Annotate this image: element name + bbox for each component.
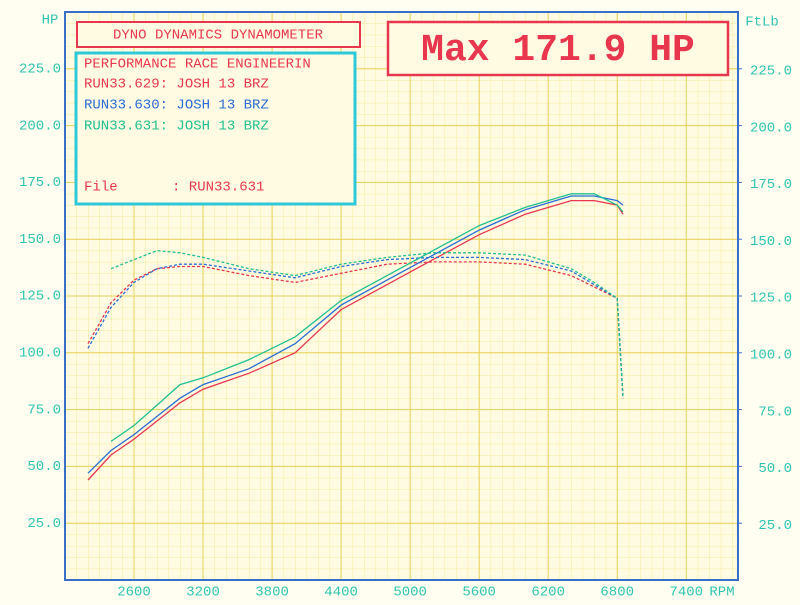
x-tick-label: 7400 [669,585,703,601]
title-box [76,21,361,48]
y2-tick-label: 75.0 [758,404,792,420]
hp-line [87,199,624,481]
legend-entry: RUN33.629: JOSH 13 BRZ [84,77,269,93]
y2-tick-label: 125.0 [750,291,792,307]
x-tick-label: 5600 [462,585,496,601]
file-value: : RUN33.631 [172,180,264,196]
info-box [74,51,357,206]
y-tick-label: 50.0 [27,459,61,475]
x-tick-label: 2600 [117,585,151,601]
x-tick-label: 6200 [531,585,565,601]
y-tick-label: 75.0 [27,402,61,418]
y2-tick-label: 150.0 [750,234,792,250]
x-tick-label: 6800 [600,585,634,601]
y-tick-label: 150.0 [19,232,61,248]
chart-title: DYNO DYNAMICS DYNAMOMETER [113,28,324,44]
shop-name: PERFORMANCE RACE ENGINEERIN [84,57,311,73]
x-tick-label: 5000 [393,585,427,601]
y2-axis-label: FtLb [745,15,779,31]
legend-entry: RUN33.630: JOSH 13 BRZ [84,98,269,114]
y2-tick-label: 50.0 [758,461,792,477]
x-tick-label: 4400 [324,585,358,601]
y-tick-label: 175.0 [19,175,61,191]
legend-entry: RUN33.631: JOSH 13 BRZ [84,119,269,135]
torque-line [110,249,624,399]
y2-tick-label: 225.0 [750,64,792,80]
y2-tick-label: 200.0 [750,120,792,136]
hp-line [110,193,624,442]
y2-tick-label: 100.0 [750,348,792,364]
y-tick-label: 25.0 [27,516,61,532]
x-tick-label: 3800 [255,585,289,601]
y-tick-label: 200.0 [19,118,61,134]
y2-tick-label: 175.0 [750,177,792,193]
hp-line [87,195,624,474]
y-tick-label: 125.0 [19,289,61,305]
x-tick-label: 3200 [186,585,220,601]
x-axis-label: RPM [709,585,734,601]
y2-tick-label: 25.0 [758,518,792,534]
max-label: Max 171.9 HP [421,29,695,72]
y-tick-label: 225.0 [19,62,61,78]
y-tick-label: 100.0 [19,346,61,362]
file-label: File [84,180,118,196]
y-axis-label: HP [42,13,59,29]
torque-line [87,256,624,399]
torque-line [87,261,624,399]
max-box [386,20,730,77]
